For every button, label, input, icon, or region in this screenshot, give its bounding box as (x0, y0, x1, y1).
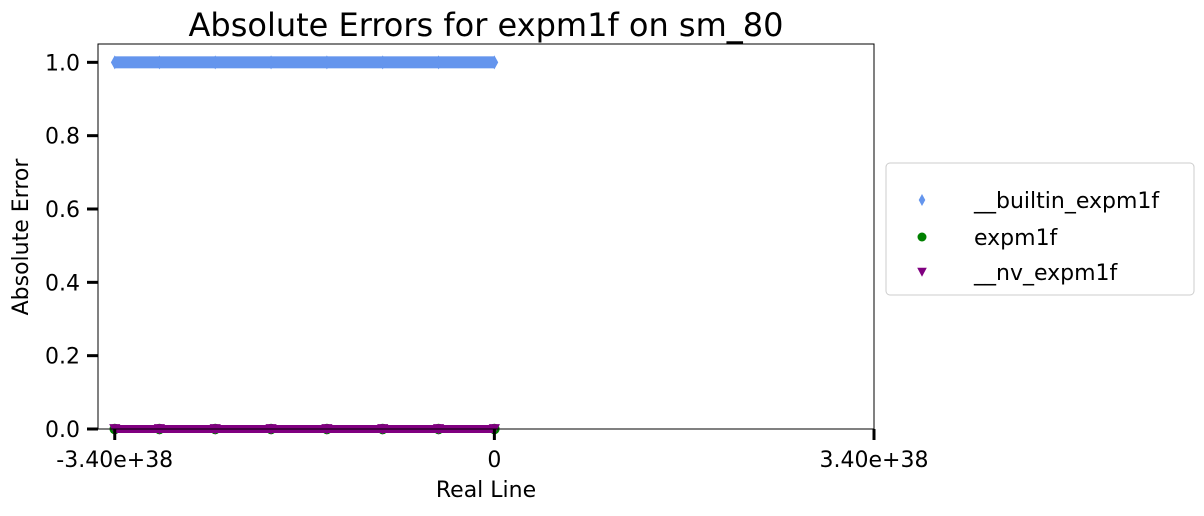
data-point (378, 55, 387, 70)
data-point (155, 55, 164, 70)
y-axis-ticks: 0.0 0.2 0.4 0.6 0.8 1.0 (45, 51, 98, 443)
y-axis-label: Absolute Error (9, 158, 34, 316)
legend-marker (917, 232, 927, 242)
y-tick-label: 0.0 (45, 418, 80, 443)
data-point (211, 55, 220, 70)
y-tick-label: 0.8 (45, 125, 80, 150)
x-axis-label: Real Line (436, 478, 536, 503)
data-point (490, 55, 499, 70)
x-tick-label: 3.40e+38 (820, 448, 929, 473)
data-point (434, 55, 443, 70)
y-tick-label: 0.4 (45, 271, 80, 296)
x-tick-label: 0 (487, 448, 501, 473)
data-point (110, 55, 119, 70)
legend-marker (917, 267, 927, 277)
legend-label: expm1f (974, 226, 1059, 251)
legend: __builtin_expm1f expm1f __nv_expm1f (885, 162, 1195, 296)
chart-title: Absolute Errors for expm1f on sm_80 (189, 6, 784, 44)
legend-label: __nv_expm1f (973, 261, 1119, 286)
series-band (114, 56, 495, 69)
y-tick-label: 0.6 (45, 198, 80, 223)
series-layer (109, 55, 500, 435)
x-axis-ticks: -3.40e+38 0 3.40e+38 (56, 429, 928, 473)
legend-marker (918, 194, 926, 206)
data-point (267, 55, 275, 70)
series-builtinexpm1f (110, 55, 499, 70)
x-tick-label: -3.40e+38 (56, 448, 173, 473)
data-point (323, 55, 331, 70)
y-tick-label: 1.0 (45, 51, 80, 76)
plot-area-frame (97, 43, 875, 430)
legend-label: __builtin_expm1f (973, 189, 1160, 214)
legend-box (885, 162, 1195, 296)
y-tick-label: 0.2 (45, 345, 80, 370)
